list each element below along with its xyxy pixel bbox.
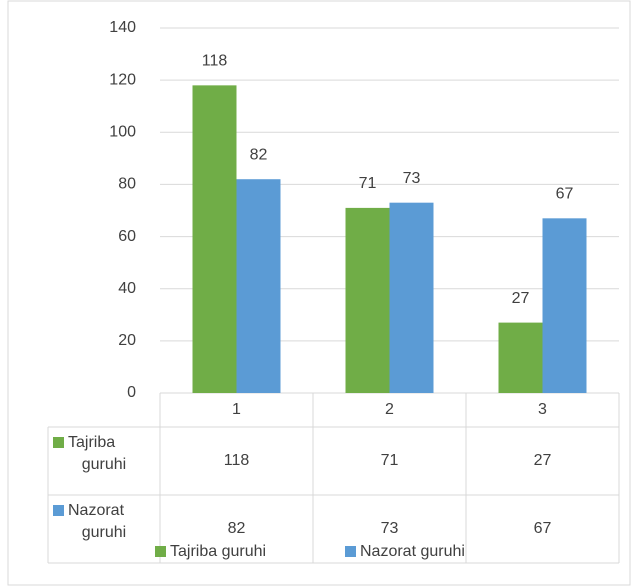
y-tick-label: 100 xyxy=(109,124,136,141)
bar xyxy=(542,218,587,393)
y-tick-label: 40 xyxy=(118,280,136,297)
table-row-header: Tajriba guruhi xyxy=(68,434,126,473)
data-label: 71 xyxy=(359,175,377,192)
bar xyxy=(389,202,434,393)
bar xyxy=(236,179,281,393)
table-cell: 73 xyxy=(381,520,399,537)
table-cell: 82 xyxy=(228,520,246,537)
table-legend-key xyxy=(53,505,64,516)
y-tick-label: 120 xyxy=(109,71,136,88)
data-label: 118 xyxy=(202,53,228,70)
table-cell: 27 xyxy=(534,452,552,469)
legend-label: Nazorat guruhi xyxy=(360,543,465,560)
bar xyxy=(498,322,543,393)
data-label: 82 xyxy=(250,146,268,163)
x-tick-label: 3 xyxy=(538,401,547,418)
y-tick-label: 80 xyxy=(118,176,136,193)
legend-label: Tajriba guruhi xyxy=(170,543,266,560)
y-tick-label: 60 xyxy=(118,228,136,245)
chart-border xyxy=(7,0,631,586)
legend-swatch xyxy=(155,546,166,557)
table-row-header: Nazorat guruhi xyxy=(68,502,126,541)
table-cell: 71 xyxy=(381,452,399,469)
x-tick-label: 2 xyxy=(385,401,394,418)
y-tick-label: 20 xyxy=(118,332,136,349)
bar xyxy=(345,207,390,393)
y-tick-label: 0 xyxy=(127,384,136,401)
y-tick-label: 140 xyxy=(109,19,136,36)
table-cell: 67 xyxy=(534,520,552,537)
data-label: 73 xyxy=(403,170,421,187)
legend-swatch xyxy=(345,546,356,557)
table-cell: 118 xyxy=(224,452,250,469)
x-tick-label: 1 xyxy=(232,401,241,418)
data-label: 27 xyxy=(512,290,530,307)
table-legend-key xyxy=(53,437,64,448)
bar xyxy=(192,85,237,393)
data-label: 67 xyxy=(556,186,574,203)
